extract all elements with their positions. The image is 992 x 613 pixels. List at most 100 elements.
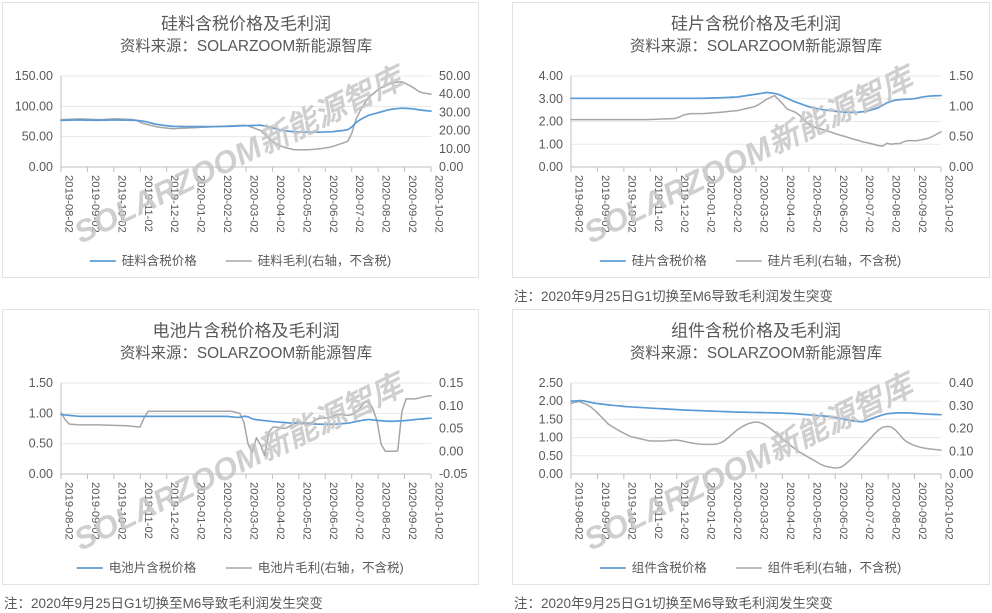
svg-text:2019-11-02: 2019-11-02	[142, 482, 154, 539]
svg-text:2020-05-02: 2020-05-02	[810, 175, 822, 233]
svg-text:2019-09-02: 2019-09-02	[599, 175, 611, 233]
svg-text:0.40: 0.40	[949, 376, 973, 390]
svg-text:2020-03-02: 2020-03-02	[248, 175, 260, 233]
svg-text:2020-10-02: 2020-10-02	[433, 175, 445, 233]
svg-text:0.00: 0.00	[29, 160, 53, 174]
svg-text:2020-06-02: 2020-06-02	[837, 175, 849, 233]
svg-text:0.00: 0.00	[949, 467, 973, 481]
svg-text:2020-09-02: 2020-09-02	[406, 175, 418, 233]
svg-text:2020-01-02: 2020-01-02	[195, 175, 207, 233]
svg-text:1.50: 1.50	[29, 376, 53, 390]
svg-text:组件毛利(右轴，不含税): 组件毛利(右轴，不含税)	[768, 560, 901, 575]
svg-text:0.00: 0.00	[949, 160, 973, 174]
svg-text:2020-02-02: 2020-02-02	[221, 175, 233, 233]
svg-text:2020-03-02: 2020-03-02	[758, 175, 770, 233]
svg-text:2020-01-02: 2020-01-02	[705, 482, 717, 540]
svg-text:2020-04-02: 2020-04-02	[784, 175, 796, 233]
svg-text:150.00: 150.00	[15, 69, 53, 83]
svg-text:2019-10-02: 2019-10-02	[625, 175, 637, 233]
svg-text:-0.05: -0.05	[439, 467, 468, 481]
svg-text:硅料毛利(右轴，不含税): 硅料毛利(右轴，不含税)	[258, 253, 391, 268]
svg-text:0.05: 0.05	[439, 422, 463, 436]
svg-text:50.00: 50.00	[22, 130, 53, 144]
svg-text:2020-06-02: 2020-06-02	[327, 175, 339, 233]
svg-text:资料来源：SOLARZOOM新能源智库: 资料来源：SOLARZOOM新能源智库	[630, 37, 882, 55]
svg-text:2019-08-02: 2019-08-02	[573, 482, 585, 540]
svg-text:2020-09-02: 2020-09-02	[406, 482, 418, 540]
svg-text:2020-06-02: 2020-06-02	[837, 482, 849, 540]
svg-text:0.10: 0.10	[949, 444, 973, 458]
svg-text:2020-04-02: 2020-04-02	[274, 482, 286, 540]
svg-text:资料来源：SOLARZOOM新能源智库: 资料来源：SOLARZOOM新能源智库	[120, 344, 372, 362]
svg-text:2020-07-02: 2020-07-02	[863, 175, 875, 233]
svg-text:0.00: 0.00	[439, 444, 463, 458]
svg-text:硅片含税价格及毛利润: 硅片含税价格及毛利润	[671, 15, 841, 34]
svg-text:2020-05-02: 2020-05-02	[810, 482, 822, 540]
svg-text:0.50: 0.50	[29, 437, 53, 451]
svg-text:2019-08-02: 2019-08-02	[573, 175, 585, 233]
svg-text:组件含税价格: 组件含税价格	[632, 560, 708, 575]
svg-text:2020-08-02: 2020-08-02	[890, 482, 902, 540]
svg-text:2020-10-02: 2020-10-02	[943, 175, 955, 233]
svg-text:2020-09-02: 2020-09-02	[916, 482, 928, 540]
svg-text:0.50: 0.50	[949, 130, 973, 144]
svg-text:2020-05-02: 2020-05-02	[300, 175, 312, 233]
svg-text:2020-08-02: 2020-08-02	[380, 482, 392, 540]
svg-text:电池片毛利(右轴，不含税): 电池片毛利(右轴，不含税)	[258, 560, 404, 575]
svg-text:40.00: 40.00	[439, 87, 470, 101]
svg-text:0.30: 0.30	[949, 399, 973, 413]
svg-text:2020-02-02: 2020-02-02	[221, 482, 233, 540]
svg-text:0.00: 0.00	[539, 160, 563, 174]
svg-text:2020-07-02: 2020-07-02	[863, 482, 875, 540]
svg-text:硅料含税价格: 硅料含税价格	[122, 253, 198, 268]
svg-text:2019-11-02: 2019-11-02	[652, 482, 664, 539]
svg-text:2020-09-02: 2020-09-02	[916, 175, 928, 233]
svg-text:2.00: 2.00	[539, 394, 563, 408]
svg-text:2020-04-02: 2020-04-02	[784, 482, 796, 540]
svg-text:硅片含税价格: 硅片含税价格	[632, 253, 708, 268]
svg-text:2020-01-02: 2020-01-02	[195, 482, 207, 540]
svg-text:0.10: 0.10	[439, 399, 463, 413]
svg-text:2019-08-02: 2019-08-02	[63, 175, 75, 233]
svg-text:2019-12-02: 2019-12-02	[168, 175, 180, 233]
svg-text:组件含税价格及毛利润: 组件含税价格及毛利润	[671, 322, 841, 341]
svg-text:1.00: 1.00	[29, 406, 53, 420]
svg-text:硅料含税价格及毛利润: 硅料含税价格及毛利润	[161, 15, 331, 34]
svg-text:2020-08-02: 2020-08-02	[380, 175, 392, 233]
svg-text:2020-02-02: 2020-02-02	[731, 482, 743, 540]
svg-text:2019-12-02: 2019-12-02	[678, 482, 690, 540]
svg-text:0.00: 0.00	[539, 467, 563, 481]
svg-text:1.50: 1.50	[539, 412, 563, 426]
svg-text:30.00: 30.00	[439, 105, 470, 119]
svg-text:2019-10-02: 2019-10-02	[115, 175, 127, 233]
svg-text:2020-07-02: 2020-07-02	[353, 482, 365, 540]
svg-text:资料来源：SOLARZOOM新能源智库: 资料来源：SOLARZOOM新能源智库	[120, 37, 372, 55]
svg-text:2.50: 2.50	[539, 376, 563, 390]
svg-text:0.00: 0.00	[29, 467, 53, 481]
svg-text:2019-09-02: 2019-09-02	[89, 482, 101, 540]
svg-text:2020-07-02: 2020-07-02	[353, 175, 365, 233]
svg-text:2020-03-02: 2020-03-02	[758, 482, 770, 540]
svg-text:2020-03-02: 2020-03-02	[248, 482, 260, 540]
svg-text:2019-10-02: 2019-10-02	[115, 482, 127, 540]
svg-text:2020-02-02: 2020-02-02	[731, 175, 743, 233]
svg-text:0.20: 0.20	[949, 422, 973, 436]
svg-text:资料来源：SOLARZOOM新能源智库: 资料来源：SOLARZOOM新能源智库	[630, 344, 882, 362]
svg-text:2019-12-02: 2019-12-02	[678, 175, 690, 233]
svg-text:2019-09-02: 2019-09-02	[599, 482, 611, 540]
svg-text:电池片含税价格及毛利润: 电池片含税价格及毛利润	[153, 322, 340, 341]
svg-text:2020-05-02: 2020-05-02	[300, 482, 312, 540]
svg-text:2020-01-02: 2020-01-02	[705, 175, 717, 233]
svg-text:2019-11-02: 2019-11-02	[142, 175, 154, 232]
svg-text:电池片含税价格: 电池片含税价格	[109, 560, 197, 575]
svg-text:100.00: 100.00	[15, 99, 53, 113]
svg-text:2020-06-02: 2020-06-02	[327, 482, 339, 540]
svg-text:1.00: 1.00	[949, 99, 973, 113]
svg-text:3.00: 3.00	[539, 92, 563, 106]
svg-text:2019-09-02: 2019-09-02	[89, 175, 101, 233]
svg-text:2019-12-02: 2019-12-02	[168, 482, 180, 540]
svg-text:0.00: 0.00	[439, 160, 463, 174]
svg-text:50.00: 50.00	[439, 69, 470, 83]
svg-text:2019-10-02: 2019-10-02	[625, 482, 637, 540]
svg-text:2019-08-02: 2019-08-02	[63, 482, 75, 540]
